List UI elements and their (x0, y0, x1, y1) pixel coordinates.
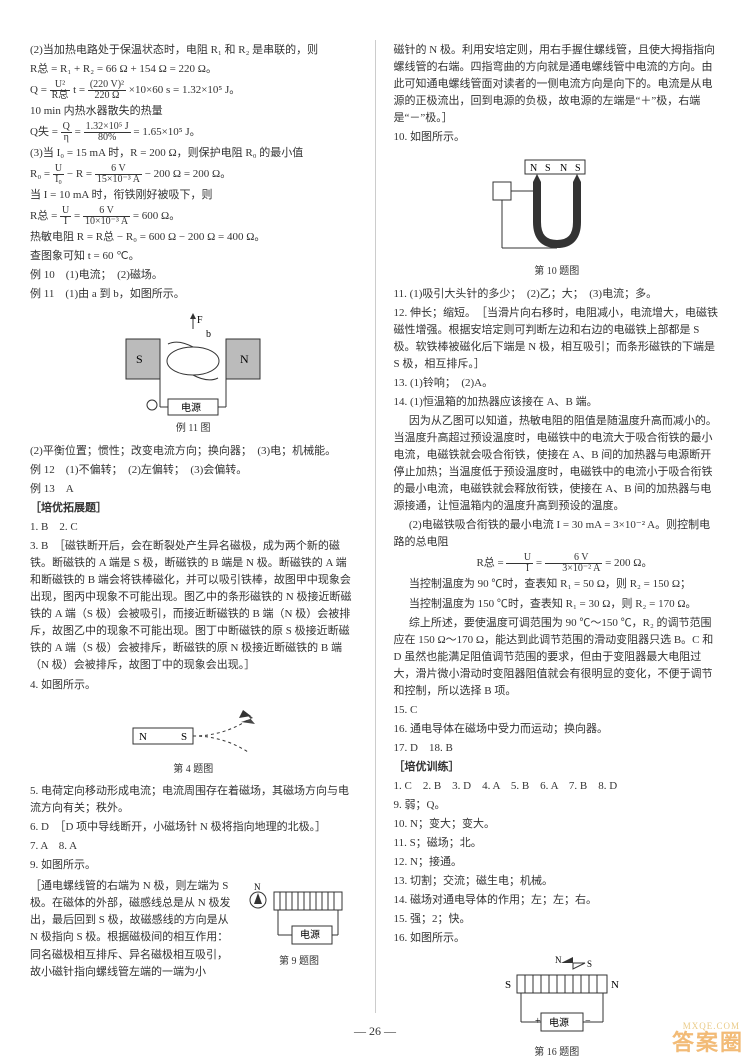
svg-text:S: S (181, 731, 187, 743)
text: 7. A 8. A (30, 838, 357, 855)
text: 3. B ［磁铁断开后，会在断裂处产生异名磁极，成为两个新的磁铁。断磁铁的 A … (30, 538, 357, 674)
text: (2)平衡位置；惯性；改变电流方向；换向器； (3)电；机械能。 (30, 443, 357, 460)
formula: R₀ = UI₀ − R = 6 V15×10⁻³ A − 200 Ω = 20… (30, 164, 357, 185)
text-figure-row: ［通电螺线管的右端为 N 极，则左端为 S 极。在磁体的外部，磁感线总是从 N … (30, 876, 357, 982)
left-column: (2)当加热电路处于保温状态时，电阻 R₁ 和 R₂ 是串联的，则 R总 = R… (30, 40, 357, 1013)
text: t = (73, 84, 88, 96)
page: (2)当加热电路处于保温状态时，电阻 R₁ 和 R₂ 是串联的，则 R总 = R… (0, 0, 750, 1063)
text: 6. D ［D 项中导线断开，小磁场针 N 极将指向地理的北极。］ (30, 819, 357, 836)
svg-text:b: b (206, 329, 211, 340)
watermark: 答案圈 (672, 1025, 744, 1057)
text: Q = (30, 84, 50, 96)
text: (3)当 I₀ = 15 mA 时，R = 200 Ω，则保护电阻 R₀ 的最小… (30, 145, 357, 162)
svg-text:电源: 电源 (181, 401, 201, 414)
figure-caption: 第 4 题图 (30, 762, 357, 778)
text: 当控制温度为 90 ℃时，查表知 R₁ = 50 Ω，则 R₂ = 150 Ω； (394, 576, 721, 593)
figure-10: NSNS 第 10 题图 (394, 152, 721, 280)
formula: R总 = UI = 6 V3×10⁻² A = 200 Ω。 (394, 553, 721, 574)
svg-text:N: N (530, 163, 537, 174)
text: 12. N；接通。 (394, 854, 721, 871)
text: 13. (1)铃响； (2)A。 (394, 375, 721, 392)
text: 13. 切割；交流；磁生电；机械。 (394, 873, 721, 890)
fraction: U²R总 (50, 80, 71, 101)
text: 10 min 内热水器散失的热量 (30, 103, 357, 120)
text: (2)电磁铁吸合衔铁的最小电流 I = 30 mA = 3×10⁻² A。则控制… (394, 517, 721, 551)
text: 例 12 (1)不偏转； (2)左偏转； (3)会偏转。 (30, 462, 357, 479)
figure-caption: 第 10 题图 (394, 264, 721, 280)
svg-text:电源: 电源 (300, 928, 320, 941)
svg-text:S: S (545, 163, 551, 174)
text: 因为从乙图可以知道，热敏电阻的阻值是随温度升高而减小的。当温度升高超过预设温度时… (394, 413, 721, 515)
text: 热敏电阻 R = R总 − R₀ = 600 Ω − 200 Ω = 400 Ω… (30, 229, 357, 246)
fraction: (220 V)²220 Ω (88, 80, 126, 101)
figure-11: S N F b 电源 例 11 图 (30, 309, 357, 437)
right-column: 磁针的 N 极。利用安培定则，用右手握住螺线管，且使大拇指指向螺线管的右端。四指… (394, 40, 721, 1013)
text: 当控制温度为 150 ℃时，查表知 R₁ = 30 Ω，则 R₂ = 170 Ω… (394, 596, 721, 613)
svg-text:F: F (197, 315, 203, 326)
text: 10. N；变大；变大。 (394, 816, 721, 833)
bar-magnet-diagram-icon: N S (113, 700, 273, 760)
text: 10. 如图所示。 (394, 129, 721, 146)
page-number: — 26 — (0, 1024, 750, 1039)
text: 11. (1)吸引大头针的多少； (2)乙；大； (3)电流；多。 (394, 286, 721, 303)
text: 综上所述，要使温度可调范围为 90 ℃～150 ℃，R₂ 的调节范围应在 150… (394, 615, 721, 700)
text: 15. C (394, 702, 721, 719)
text: R总 = R₁ + R₂ = 66 Ω + 154 Ω = 220 Ω。 (30, 61, 357, 78)
text: 9. 弱；Q。 (394, 797, 721, 814)
text: 当 I = 10 mA 时，衔铁刚好被吸下，则 (30, 187, 357, 204)
figure-caption: 例 11 图 (30, 421, 357, 437)
text: 9. 如图所示。 (30, 857, 357, 874)
svg-text:N: N (560, 163, 567, 174)
formula: R总 = UI = 6 V10×10⁻³ A = 600 Ω。 (30, 206, 357, 227)
column-divider (375, 40, 376, 1013)
formula: Q失 = Qη = 1.32×10⁵ J80% = 1.65×10⁵ J。 (30, 122, 357, 143)
text: 11. S；磁场；北。 (394, 835, 721, 852)
figure-9: N 电源 第 9 题图 (242, 882, 357, 970)
text: 4. 如图所示。 (30, 677, 357, 694)
text: 12. 伸长；缩短。 ［当滑片向右移时，电阻减小，电流增大，电磁铁磁性增强。根据… (394, 305, 721, 373)
text: 查图象可知 t = 60 ℃。 (30, 248, 357, 265)
text: 例 13 A (30, 481, 357, 498)
svg-text:S: S (587, 959, 592, 969)
svg-text:N: N (240, 352, 249, 366)
text: 15. 强；2；快。 (394, 911, 721, 928)
svg-text:N: N (254, 882, 261, 892)
text: (2)当加热电路处于保温状态时，电阻 R₁ 和 R₂ 是串联的，则 (30, 42, 357, 59)
magnet-diagram-icon: S N F b 电源 (118, 309, 268, 419)
text: 1. B 2. C (30, 519, 357, 536)
figure-caption: 第 9 题图 (242, 954, 357, 970)
u-magnet-diagram-icon: NSNS (487, 152, 627, 262)
svg-text:S: S (575, 163, 581, 174)
text: 1. C 2. B 3. D 4. A 5. B 6. A 7. B 8. D (394, 778, 721, 795)
svg-text:N: N (139, 731, 147, 743)
svg-text:N: N (555, 955, 562, 965)
text: 14. 磁场对通电导体的作用；左；左；右。 (394, 892, 721, 909)
text: 5. 电荷定向移动形成电流；电流周围存在着磁场，其磁场方向与电流方向有关；秩外。 (30, 783, 357, 817)
section-title: ［培优训练］ (394, 759, 721, 776)
svg-text:S: S (505, 979, 511, 991)
text: 16. 如图所示。 (394, 930, 721, 947)
formula: Q = U²R总 t = (220 V)²220 Ω ×10×60 s = 1.… (30, 80, 357, 101)
text: 14. (1)恒温箱的加热器应该接在 A、B 端。 (394, 394, 721, 411)
svg-text:N: N (611, 979, 619, 991)
solenoid-diagram-icon: N 电源 (244, 882, 354, 952)
text: 17. D 18. B (394, 740, 721, 757)
text: 磁针的 N 极。利用安培定则，用右手握住螺线管，且使大拇指指向螺线管的右端。四指… (394, 42, 721, 127)
svg-text:S: S (136, 352, 143, 366)
text: 例 11 (1)由 a 到 b，如图所示。 (30, 286, 357, 303)
text: ×10×60 s = 1.32×10⁵ J。 (129, 84, 240, 96)
text: 16. 通电导体在磁场中受力而运动；换向器。 (394, 721, 721, 738)
section-title: ［培优拓展题］ (30, 500, 357, 517)
text: 例 10 (1)电流； (2)磁场。 (30, 267, 357, 284)
figure-4: N S 第 4 题图 (30, 700, 357, 778)
text: ［通电螺线管的右端为 N 极，则左端为 S 极。在磁体的外部，磁感线总是从 N … (30, 878, 236, 980)
